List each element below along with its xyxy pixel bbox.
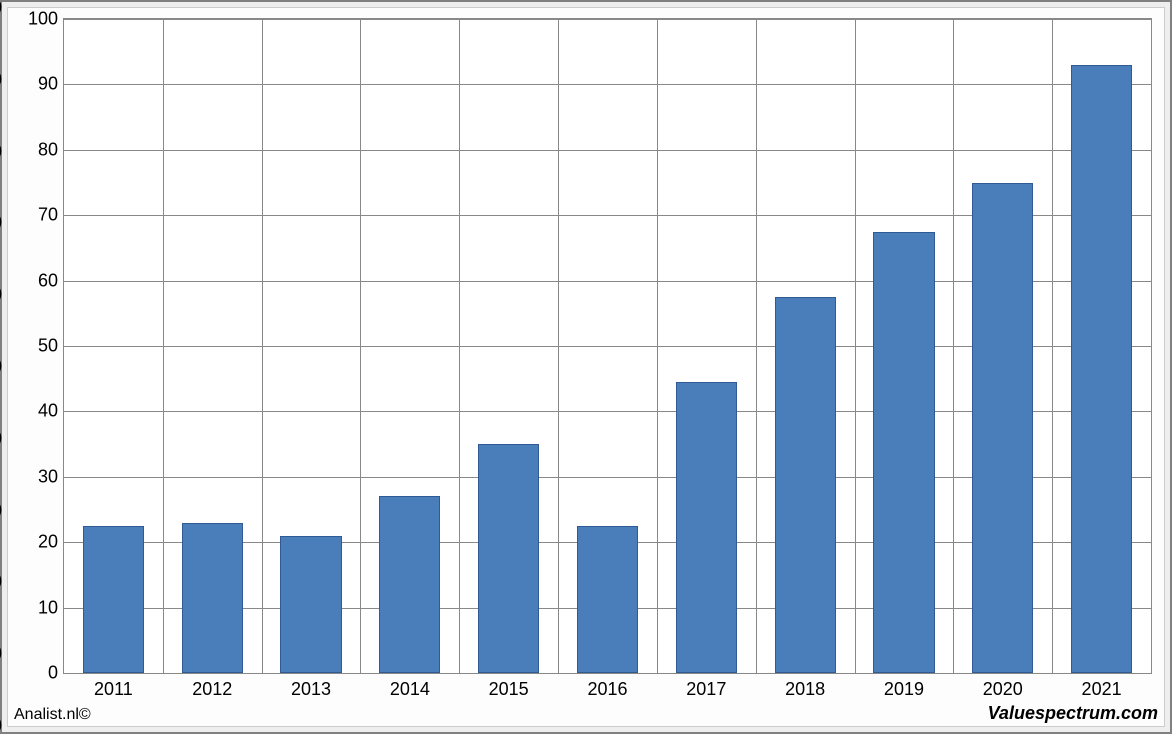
y-axis-tick: 40: [38, 401, 58, 422]
y-axis-tick: 50: [38, 336, 58, 357]
y-axis-tick: 60: [38, 270, 58, 291]
vgrid-line: [262, 19, 263, 673]
bar: [775, 297, 836, 673]
bar: [280, 536, 341, 673]
y-axis-tick: 40: [0, 428, 2, 449]
x-axis-tick: 2021: [1082, 679, 1122, 700]
vgrid-line: [459, 19, 460, 673]
y-axis-tick: 80: [0, 141, 2, 162]
x-axis-tick: 2017: [686, 679, 726, 700]
bar: [379, 496, 440, 673]
y-axis-tick: 20: [0, 572, 2, 593]
vgrid-line: [360, 19, 361, 673]
y-axis-tick: 80: [38, 139, 58, 160]
vgrid-line: [1052, 19, 1053, 673]
bar: [676, 382, 737, 673]
hgrid-line: [64, 19, 1151, 20]
bar: [577, 526, 638, 673]
y-axis-tick: 0: [0, 716, 2, 737]
y-axis-tick: 90: [38, 74, 58, 95]
hgrid-line: [64, 84, 1151, 85]
x-axis-tick: 2011: [94, 679, 133, 700]
y-axis-tick: 70: [38, 205, 58, 226]
x-axis-tick: 2016: [587, 679, 627, 700]
x-axis-tick: 2012: [192, 679, 232, 700]
y-axis-tick: 20: [38, 532, 58, 553]
vgrid-line: [558, 19, 559, 673]
x-axis-tick: 2015: [489, 679, 529, 700]
y-axis-tick: 100: [28, 9, 58, 30]
bar: [83, 526, 144, 673]
bar: [478, 444, 539, 673]
plot-area: 0102030405060708090100201120122013201420…: [63, 18, 1152, 674]
y-axis-tick: 30: [0, 500, 2, 521]
x-axis-tick: 2019: [884, 679, 924, 700]
hgrid-line: [64, 150, 1151, 151]
x-axis-tick: 2020: [983, 679, 1023, 700]
y-axis-tick: 10: [0, 644, 2, 665]
vgrid-line: [657, 19, 658, 673]
y-axis-tick: 70: [0, 213, 2, 234]
bar: [1071, 65, 1132, 673]
footer-left-text: Analist.nl©: [14, 706, 91, 724]
vgrid-line: [756, 19, 757, 673]
bar: [873, 232, 934, 673]
y-axis-tick: 50: [0, 357, 2, 378]
y-axis-tick: 60: [0, 285, 2, 306]
y-axis-tick: 0: [48, 663, 58, 684]
bar: [182, 523, 243, 673]
vgrid-line: [953, 19, 954, 673]
y-axis-tick: 10: [38, 597, 58, 618]
y-axis-tick: 30: [38, 466, 58, 487]
bar: [972, 183, 1033, 674]
chart-inner-frame: 0 10 20 30 40 50 60 70 80 90 100 2011 2012 2013 2014 20…: [7, 7, 1165, 727]
x-axis-tick: 2014: [390, 679, 430, 700]
y-axis-tick: 100: [0, 0, 2, 19]
x-axis-tick: 2013: [291, 679, 331, 700]
chart-outer-frame: 0102030405060708090100201120122013201420…: [0, 0, 1172, 734]
y-axis-tick: 90: [0, 69, 2, 90]
vgrid-line: [163, 19, 164, 673]
vgrid-line: [855, 19, 856, 673]
footer-right-text: Valuespectrum.com: [988, 703, 1158, 724]
x-axis-tick: 2018: [785, 679, 825, 700]
